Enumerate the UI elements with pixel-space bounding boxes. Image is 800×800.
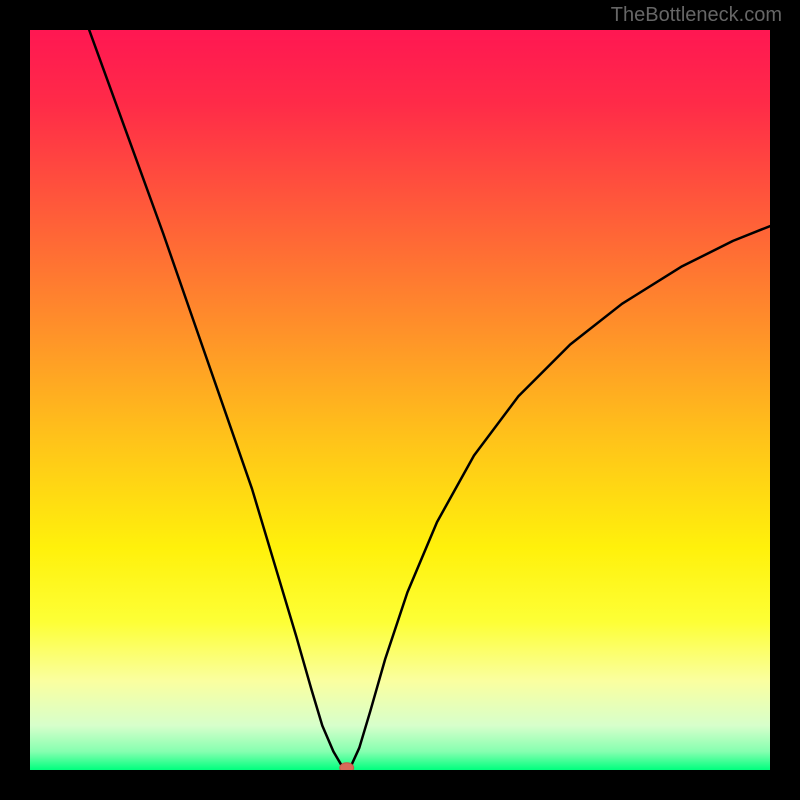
gradient-background	[30, 30, 770, 770]
chart-plot-area	[30, 30, 770, 770]
optimal-point-marker	[340, 763, 354, 770]
chart-outer-frame: TheBottleneck.com	[0, 0, 800, 800]
watermark-text: TheBottleneck.com	[611, 4, 782, 27]
bottleneck-curve-chart	[30, 30, 770, 770]
